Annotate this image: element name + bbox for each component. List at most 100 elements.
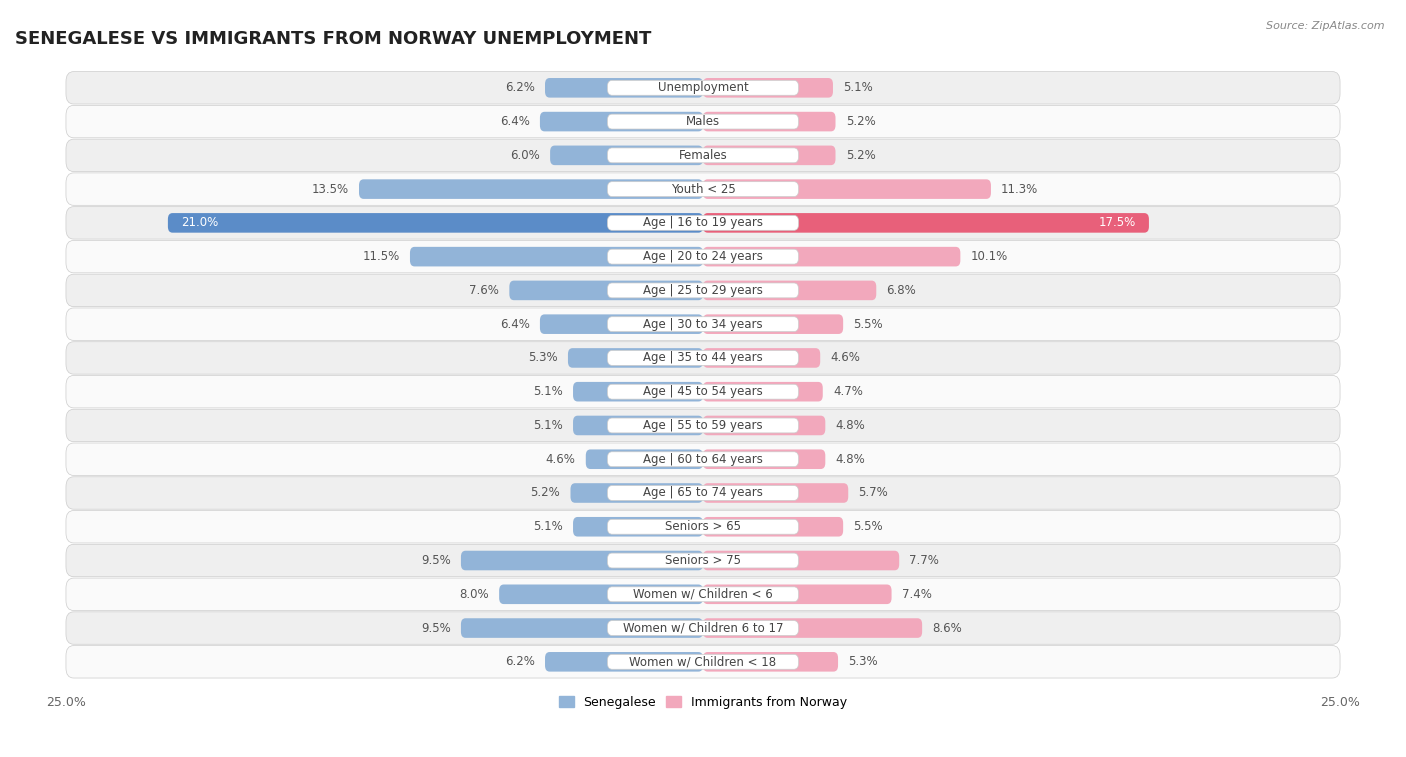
Text: 5.1%: 5.1% — [533, 385, 562, 398]
FancyBboxPatch shape — [66, 274, 1340, 307]
FancyBboxPatch shape — [66, 139, 1340, 172]
FancyBboxPatch shape — [550, 145, 703, 165]
Text: 11.5%: 11.5% — [363, 250, 399, 263]
FancyBboxPatch shape — [703, 179, 991, 199]
Text: 4.6%: 4.6% — [546, 453, 575, 466]
Text: 13.5%: 13.5% — [312, 182, 349, 195]
Text: Age | 30 to 34 years: Age | 30 to 34 years — [643, 318, 763, 331]
Text: 7.4%: 7.4% — [901, 587, 932, 601]
FancyBboxPatch shape — [607, 114, 799, 129]
FancyBboxPatch shape — [66, 578, 1340, 610]
Text: Age | 65 to 74 years: Age | 65 to 74 years — [643, 487, 763, 500]
FancyBboxPatch shape — [574, 517, 703, 537]
Text: 4.7%: 4.7% — [832, 385, 863, 398]
FancyBboxPatch shape — [461, 618, 703, 638]
FancyBboxPatch shape — [607, 418, 799, 433]
FancyBboxPatch shape — [66, 544, 1340, 577]
FancyBboxPatch shape — [703, 652, 838, 671]
Text: Women w/ Children < 6: Women w/ Children < 6 — [633, 587, 773, 601]
Text: 7.7%: 7.7% — [910, 554, 939, 567]
FancyBboxPatch shape — [66, 105, 1340, 138]
FancyBboxPatch shape — [607, 216, 799, 230]
FancyBboxPatch shape — [607, 385, 799, 399]
FancyBboxPatch shape — [66, 477, 1340, 509]
Text: 6.0%: 6.0% — [510, 149, 540, 162]
Text: 5.2%: 5.2% — [845, 149, 876, 162]
FancyBboxPatch shape — [66, 646, 1340, 678]
Text: Age | 20 to 24 years: Age | 20 to 24 years — [643, 250, 763, 263]
FancyBboxPatch shape — [66, 612, 1340, 644]
FancyBboxPatch shape — [607, 621, 799, 635]
Text: 5.7%: 5.7% — [859, 487, 889, 500]
FancyBboxPatch shape — [607, 485, 799, 500]
FancyBboxPatch shape — [703, 281, 876, 301]
Text: 7.6%: 7.6% — [470, 284, 499, 297]
Text: SENEGALESE VS IMMIGRANTS FROM NORWAY UNEMPLOYMENT: SENEGALESE VS IMMIGRANTS FROM NORWAY UNE… — [15, 30, 651, 48]
Text: Women w/ Children 6 to 17: Women w/ Children 6 to 17 — [623, 621, 783, 634]
FancyBboxPatch shape — [607, 283, 799, 298]
FancyBboxPatch shape — [359, 179, 703, 199]
Text: Males: Males — [686, 115, 720, 128]
FancyBboxPatch shape — [66, 410, 1340, 441]
Text: 8.0%: 8.0% — [460, 587, 489, 601]
FancyBboxPatch shape — [607, 316, 799, 332]
Text: Women w/ Children < 18: Women w/ Children < 18 — [630, 656, 776, 668]
FancyBboxPatch shape — [703, 145, 835, 165]
FancyBboxPatch shape — [66, 375, 1340, 408]
FancyBboxPatch shape — [586, 450, 703, 469]
FancyBboxPatch shape — [546, 78, 703, 98]
FancyBboxPatch shape — [509, 281, 703, 301]
FancyBboxPatch shape — [167, 213, 703, 232]
FancyBboxPatch shape — [66, 72, 1340, 104]
FancyBboxPatch shape — [703, 483, 848, 503]
FancyBboxPatch shape — [703, 247, 960, 266]
FancyBboxPatch shape — [703, 618, 922, 638]
FancyBboxPatch shape — [703, 584, 891, 604]
Text: Age | 45 to 54 years: Age | 45 to 54 years — [643, 385, 763, 398]
FancyBboxPatch shape — [574, 416, 703, 435]
FancyBboxPatch shape — [568, 348, 703, 368]
FancyBboxPatch shape — [540, 314, 703, 334]
FancyBboxPatch shape — [703, 551, 900, 570]
Text: 5.2%: 5.2% — [530, 487, 561, 500]
FancyBboxPatch shape — [546, 652, 703, 671]
FancyBboxPatch shape — [607, 587, 799, 602]
Text: Age | 60 to 64 years: Age | 60 to 64 years — [643, 453, 763, 466]
Text: Females: Females — [679, 149, 727, 162]
Text: 6.4%: 6.4% — [501, 318, 530, 331]
FancyBboxPatch shape — [703, 78, 832, 98]
FancyBboxPatch shape — [66, 241, 1340, 273]
FancyBboxPatch shape — [703, 314, 844, 334]
FancyBboxPatch shape — [607, 452, 799, 466]
FancyBboxPatch shape — [607, 519, 799, 534]
FancyBboxPatch shape — [571, 483, 703, 503]
Text: 5.1%: 5.1% — [533, 520, 562, 533]
FancyBboxPatch shape — [607, 148, 799, 163]
Text: 5.1%: 5.1% — [844, 81, 873, 95]
Text: 21.0%: 21.0% — [180, 217, 218, 229]
FancyBboxPatch shape — [574, 382, 703, 401]
FancyBboxPatch shape — [607, 80, 799, 95]
FancyBboxPatch shape — [66, 341, 1340, 374]
Text: Age | 16 to 19 years: Age | 16 to 19 years — [643, 217, 763, 229]
FancyBboxPatch shape — [499, 584, 703, 604]
FancyBboxPatch shape — [66, 308, 1340, 341]
Text: 4.8%: 4.8% — [835, 453, 865, 466]
FancyBboxPatch shape — [66, 443, 1340, 475]
Text: 4.6%: 4.6% — [831, 351, 860, 364]
Text: 5.1%: 5.1% — [533, 419, 562, 432]
FancyBboxPatch shape — [461, 551, 703, 570]
Text: 6.8%: 6.8% — [886, 284, 917, 297]
FancyBboxPatch shape — [607, 350, 799, 366]
FancyBboxPatch shape — [66, 207, 1340, 239]
Text: 17.5%: 17.5% — [1099, 217, 1136, 229]
FancyBboxPatch shape — [703, 112, 835, 132]
Text: 9.5%: 9.5% — [420, 621, 451, 634]
Text: 6.2%: 6.2% — [505, 656, 534, 668]
FancyBboxPatch shape — [66, 173, 1340, 205]
Text: 6.4%: 6.4% — [501, 115, 530, 128]
Text: Source: ZipAtlas.com: Source: ZipAtlas.com — [1267, 21, 1385, 31]
Text: 6.2%: 6.2% — [505, 81, 534, 95]
Text: 4.8%: 4.8% — [835, 419, 865, 432]
FancyBboxPatch shape — [540, 112, 703, 132]
